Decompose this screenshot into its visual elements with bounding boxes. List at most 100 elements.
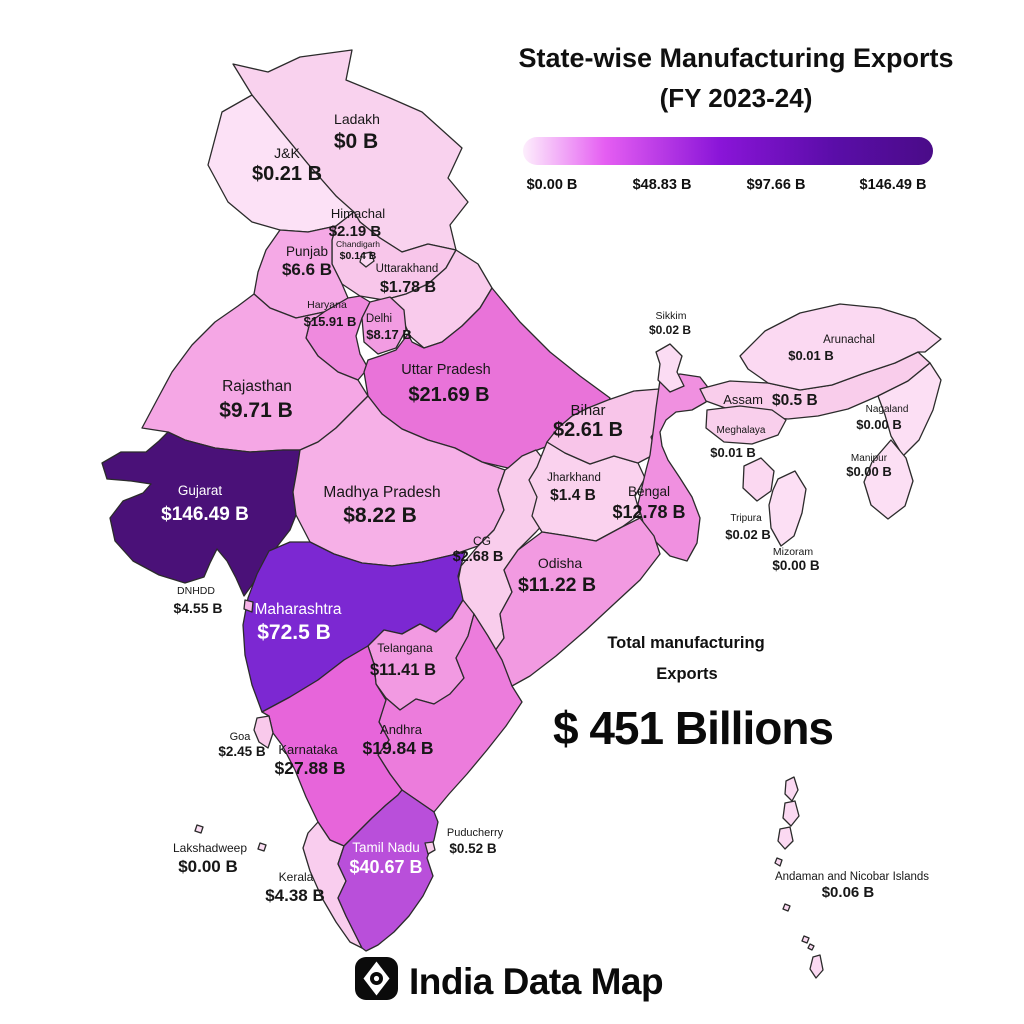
label-uttar-pradesh-value: $21.69 B	[408, 384, 489, 406]
label-odisha-value: $11.22 B	[518, 574, 596, 596]
label-himachal-value: $2.19 B	[329, 223, 382, 240]
state-manipur	[863, 439, 914, 520]
label-punjab-value: $6.6 B	[282, 260, 332, 279]
label-goa-name: Goa	[230, 731, 252, 743]
label-chandigarh-value: $0.14 B	[340, 250, 377, 262]
label-sikkim-value: $0.02 B	[649, 323, 691, 337]
legend-tick-2: $97.66 B	[747, 177, 806, 193]
label-rajasthan-value: $9.71 B	[219, 399, 293, 422]
label-uttar-pradesh-name: Uttar Pradesh	[401, 362, 490, 378]
label-delhi-value: $8.17 B	[366, 327, 412, 342]
label-arunachal-name: Arunachal	[823, 334, 875, 346]
label-bihar-value: $2.61 B	[553, 419, 623, 441]
state-chandigarh	[359, 251, 375, 268]
label-jharkhand-name: Jharkhand	[547, 472, 601, 484]
label-arunachal-value: $0.01 B	[788, 348, 834, 363]
label-karnataka-value: $27.88 B	[274, 758, 345, 778]
label-uttarakhand-name: Uttarakhand	[376, 263, 439, 275]
label-telangana-name: Telangana	[377, 641, 433, 655]
label-telangana-value: $11.41 B	[370, 661, 436, 679]
label-himachal-name: Himachal	[331, 206, 385, 221]
label-ladakh-value: $0 B	[334, 130, 378, 153]
label-lakshadweep-value: $0.00 B	[178, 857, 238, 876]
label-delhi-name: Delhi	[366, 313, 392, 325]
state-tamil-nadu	[337, 789, 439, 952]
legend-tick-1: $48.83 B	[633, 177, 692, 193]
label-meghalaya-value: $0.01 B	[710, 445, 756, 460]
label-cg-name: CG	[473, 534, 491, 548]
total-value: $ 451 Billions	[553, 702, 833, 754]
state-goa	[253, 715, 274, 749]
label-tamil-nadu-name: Tamil Nadu	[352, 840, 420, 855]
brand-name: India Data Map	[409, 961, 663, 1002]
label-dnhdd-name: DNHDD	[177, 585, 215, 597]
label-andaman-name: Andaman and Nicobar Islands	[775, 871, 929, 883]
label-jk-name: J&K	[274, 145, 300, 161]
label-assam-name: Assam	[723, 392, 763, 407]
label-maharashtra-name: Maharashtra	[254, 601, 341, 618]
label-goa-value: $2.45 B	[218, 744, 266, 759]
state-labels: Ladakh $0 B J&K $0.21 B Himachal $2.19 B…	[161, 111, 929, 905]
state-arunachal	[739, 303, 942, 391]
label-ladakh-name: Ladakh	[334, 111, 380, 127]
label-chandigarh-name: Chandigarh	[336, 239, 380, 249]
legend-gradient-bar	[523, 137, 933, 165]
state-mizoram	[768, 470, 807, 547]
label-sikkim-name: Sikkim	[656, 310, 687, 322]
state-bengal	[637, 373, 711, 562]
chart-title-line2: (FY 2023-24)	[660, 83, 813, 113]
label-lakshadweep-name: Lakshadweep	[173, 841, 247, 855]
legend-tick-0: $0.00 B	[527, 177, 578, 193]
state-tripura	[742, 457, 775, 502]
label-karnataka-name: Karnataka	[278, 742, 338, 757]
label-madhya-pradesh-name: Madhya Pradesh	[323, 484, 440, 501]
state-puducherry	[424, 841, 436, 855]
label-jharkhand-value: $1.4 B	[550, 487, 596, 504]
label-andhra-value: $19.84 B	[362, 738, 433, 758]
label-bengal-name: Bengal	[628, 484, 670, 499]
label-meghalaya-name: Meghalaya	[717, 425, 766, 436]
legend-tick-3: $146.49 B	[860, 177, 927, 193]
label-andaman-value: $0.06 B	[822, 884, 875, 901]
label-bengal-value: $12.78 B	[612, 502, 685, 522]
state-meghalaya	[705, 405, 787, 445]
label-gujarat-value: $146.49 B	[161, 504, 249, 525]
label-dnhdd-value: $4.55 B	[173, 600, 222, 616]
state-andaman	[774, 776, 824, 979]
label-manipur-name: Manipur	[851, 453, 888, 464]
state-lakshadweep	[194, 824, 267, 852]
label-mizoram-value: $0.00 B	[772, 558, 820, 573]
chart-title-line1: State-wise Manufacturing Exports	[518, 43, 953, 73]
label-tamil-nadu-value: $40.67 B	[349, 857, 422, 877]
state-delhi	[361, 296, 407, 355]
label-punjab-name: Punjab	[286, 244, 328, 259]
label-mizoram-name: Mizoram	[773, 546, 814, 558]
india-map-regions	[101, 49, 942, 979]
label-tripura-value: $0.02 B	[725, 527, 771, 542]
label-jk-value: $0.21 B	[252, 163, 322, 185]
label-gujarat-name: Gujarat	[178, 483, 223, 498]
label-andhra-name: Andhra	[380, 722, 423, 737]
label-rajasthan-name: Rajasthan	[222, 378, 292, 395]
brand-circle-dot	[373, 975, 380, 982]
label-nagaland-name: Nagaland	[866, 404, 909, 415]
label-kerala-value: $4.38 B	[265, 886, 325, 905]
label-odisha-name: Odisha	[538, 555, 583, 571]
state-nagaland	[877, 362, 942, 457]
label-manipur-value: $0.00 B	[846, 464, 892, 479]
label-puducherry-name: Puducherry	[447, 827, 504, 839]
label-kerala-name: Kerala	[279, 870, 314, 884]
state-sikkim	[655, 343, 685, 393]
state-odisha	[489, 517, 661, 687]
brand-logo	[355, 957, 398, 1000]
label-haryana-value: $15.91 B	[304, 314, 357, 329]
label-bihar-name: Bihar	[570, 402, 605, 419]
label-madhya-pradesh-value: $8.22 B	[343, 504, 417, 527]
total-label-line1: Total manufacturing	[607, 634, 764, 652]
label-maharashtra-value: $72.5 B	[257, 621, 331, 644]
label-nagaland-value: $0.00 B	[856, 417, 902, 432]
label-puducherry-value: $0.52 B	[449, 841, 497, 856]
label-uttarakhand-value: $1.78 B	[380, 279, 436, 296]
